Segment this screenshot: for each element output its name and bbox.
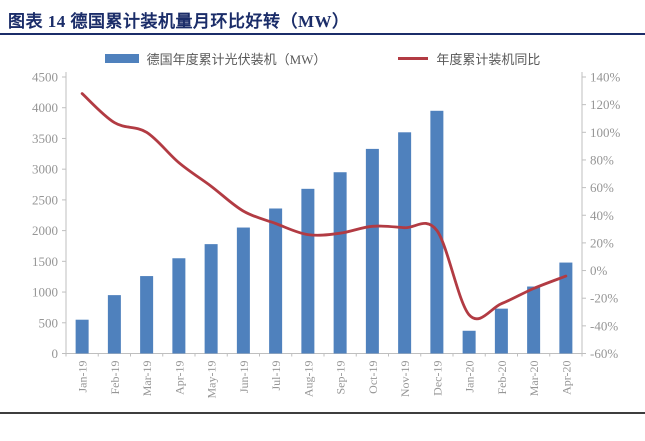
bar [527, 286, 541, 354]
x-axis-label: Sep-19 [334, 361, 348, 395]
bar [107, 295, 121, 354]
right-axis-tick-label: 0% [590, 263, 608, 278]
right-axis-tick-label: -60% [590, 346, 618, 361]
right-axis-tick-label: 60% [590, 180, 614, 195]
yoy-line [80, 92, 568, 321]
x-axis-label: Aug-19 [301, 361, 315, 398]
x-axis-label: Feb-20 [495, 361, 509, 395]
right-axis-tick-label: -40% [590, 318, 618, 333]
bar [462, 330, 476, 354]
left-axis-tick-label: 3500 [32, 131, 58, 146]
x-axis-label: Mar-20 [527, 361, 541, 397]
bar [398, 132, 412, 354]
left-axis-tick-label: 3000 [32, 162, 58, 177]
bottom-rule [0, 412, 645, 414]
bar [236, 227, 250, 354]
left-axis-tick-label: 500 [39, 315, 59, 330]
right-axis-tick-label: 40% [590, 208, 614, 223]
left-axis-tick-label: 0 [52, 346, 59, 361]
legend-item-line: 年度累计装机同比 [398, 49, 540, 68]
title-rule [0, 33, 645, 35]
x-axis-label: Nov-19 [398, 361, 412, 398]
legend-label-bars: 德国年度累计光伏装机（MW） [146, 52, 327, 67]
x-axis-label: Jul-19 [269, 361, 283, 391]
bar [559, 262, 573, 354]
bar [301, 188, 315, 354]
bar [75, 319, 89, 354]
bar [333, 172, 347, 354]
x-axis-label: Feb-19 [108, 361, 122, 395]
legend-item-bars: 德国年度累计光伏装机（MW） [104, 49, 327, 68]
bar [269, 208, 283, 354]
x-axis-label: Apr-20 [559, 361, 573, 395]
left-axis-tick-label: 2500 [32, 192, 58, 207]
right-axis-tick-label: 80% [590, 152, 614, 167]
left-axis-tick-label: 4000 [32, 100, 58, 115]
bar [172, 258, 186, 354]
x-axis-label: Jan-19 [76, 361, 90, 393]
right-axis-tick-label: 100% [590, 125, 621, 140]
x-axis-label: Apr-19 [172, 361, 186, 395]
bar [140, 276, 154, 354]
right-axis-tick-label: 140% [590, 70, 621, 85]
figure-title: 图表 14 德国累计装机量月环比好转（MW） [8, 12, 350, 31]
x-axis-label: Dec-19 [430, 361, 444, 396]
right-axis-tick-label: 120% [590, 97, 621, 112]
legend-label-line: 年度累计装机同比 [436, 52, 541, 67]
x-axis-label: Jan-20 [463, 361, 477, 393]
bar [204, 244, 218, 354]
legend: 德国年度累计光伏装机（MW） 年度累计装机同比 [0, 49, 645, 68]
right-axis-tick-label: 20% [590, 235, 614, 250]
left-axis-tick-label: 2000 [32, 223, 58, 238]
left-axis-tick-label: 1500 [32, 254, 58, 269]
bar [365, 148, 379, 354]
left-axis-tick-label: 4500 [32, 70, 58, 85]
bar-legend-swatch-icon [104, 54, 139, 63]
right-axis-tick-label: -20% [590, 291, 618, 306]
x-axis-label: Oct-19 [366, 361, 380, 394]
x-axis-label: May-19 [205, 361, 219, 399]
x-axis-label: Mar-19 [140, 361, 154, 397]
x-axis-label: Jun-19 [237, 361, 251, 394]
left-axis-tick-label: 1000 [32, 285, 58, 300]
line-legend-swatch-icon [398, 57, 429, 60]
bar [494, 308, 508, 354]
